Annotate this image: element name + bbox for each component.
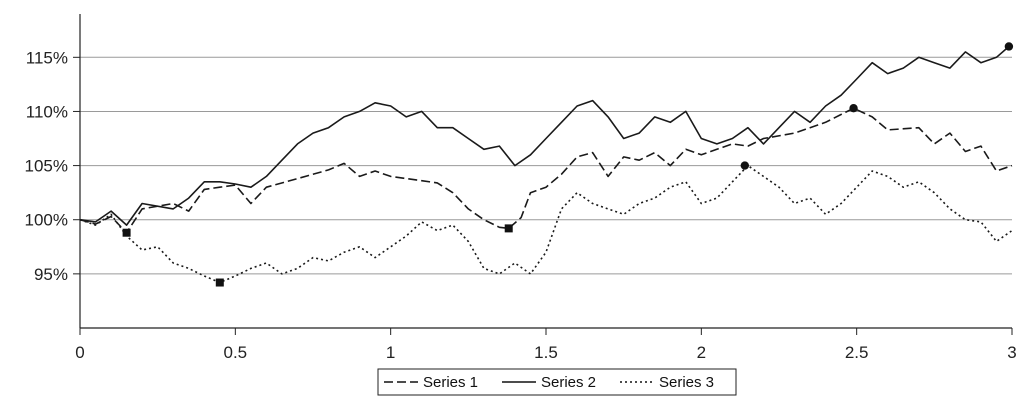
legend: Series 1 Series 2 Series 3 — [377, 368, 737, 396]
marker-series-1 — [504, 224, 513, 233]
marker-series-2 — [1004, 42, 1014, 51]
legend-box — [377, 368, 737, 396]
legend-label-series-2: Series 2 — [541, 374, 596, 391]
series-line-series-2 — [79, 45, 1010, 226]
y-tick-label: 115% — [26, 48, 68, 67]
x-tick-label: 2 — [697, 343, 706, 362]
x-tick-label: 1.5 — [534, 343, 558, 362]
x-tick-label: 0 — [75, 343, 84, 362]
legend-label-series-1: Series 1 — [423, 374, 478, 391]
axes — [73, 14, 1013, 335]
legend-label-series-3: Series 3 — [659, 374, 714, 391]
gridlines — [80, 56, 1012, 275]
series-line-series-3 — [79, 164, 1013, 284]
series-lines — [79, 45, 1013, 284]
series-markers — [122, 42, 1014, 287]
y-tick-label: 100% — [25, 211, 68, 230]
marker-series-3 — [740, 161, 750, 170]
y-tick-label: 105% — [25, 157, 68, 176]
x-tick-label: 1 — [386, 343, 395, 362]
marker-series-1 — [122, 228, 131, 237]
marker-series-1 — [849, 104, 858, 113]
marker-series-3 — [215, 278, 224, 287]
x-tick-label: 3 — [1007, 343, 1016, 362]
x-tick-label: 2.5 — [845, 343, 869, 362]
y-tick-label: 110% — [26, 102, 68, 121]
series-line-series-1 — [79, 107, 1013, 234]
tick-labels: 95% 100% 105% 110% 115% 0 0.5 1 1.5 2 2.5 3 — [25, 48, 1017, 362]
y-tick-label: 95% — [34, 265, 68, 284]
x-tick-label: 0.5 — [224, 343, 248, 362]
